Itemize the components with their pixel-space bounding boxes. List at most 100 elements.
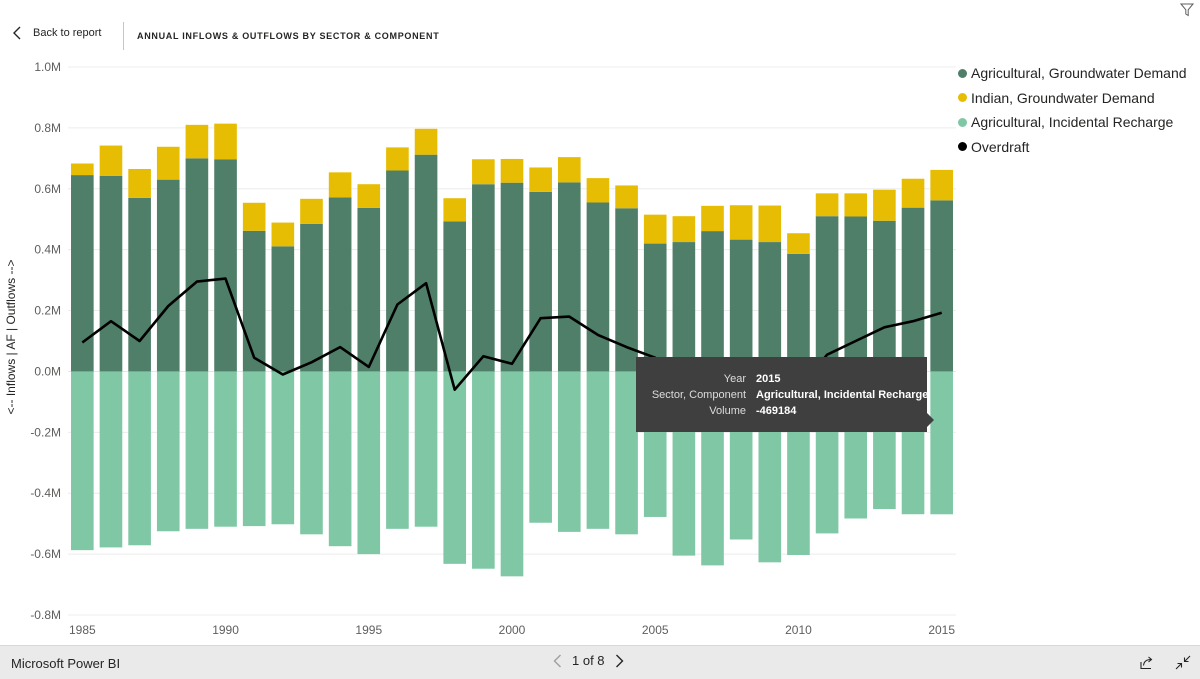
bar-ag-demand[interactable] — [758, 242, 782, 372]
bar-indian-demand[interactable] — [615, 185, 638, 209]
bar-ag-demand[interactable] — [71, 175, 94, 372]
bar-indian-demand[interactable] — [386, 147, 409, 171]
bar-ag-recharge[interactable] — [71, 371, 94, 551]
bar-indian-demand[interactable] — [729, 205, 753, 240]
bar-ag-recharge[interactable] — [214, 371, 237, 527]
bar-ag-recharge[interactable] — [128, 371, 151, 546]
bar-indian-demand[interactable] — [472, 159, 495, 185]
bar-indian-demand[interactable] — [500, 158, 524, 183]
bar-ag-recharge[interactable] — [414, 371, 438, 527]
bar-ag-recharge[interactable] — [271, 371, 295, 525]
bar-ag-recharge[interactable] — [615, 371, 638, 535]
bar-ag-recharge[interactable] — [930, 371, 953, 515]
bar-ag-demand[interactable] — [214, 159, 237, 372]
bar-indian-demand[interactable] — [557, 157, 581, 183]
bar-ag-recharge[interactable] — [328, 371, 352, 547]
bar-indian-demand[interactable] — [271, 222, 295, 247]
legend-item-ag-recharge[interactable]: Agricultural, Incidental Recharge — [958, 110, 1187, 135]
bar-ag-demand[interactable] — [500, 182, 524, 372]
bar-indian-demand[interactable] — [71, 163, 94, 176]
bar-ag-demand[interactable] — [357, 207, 381, 372]
bar-ag-recharge[interactable] — [443, 371, 467, 564]
bar-ag-recharge[interactable] — [99, 371, 123, 548]
bar-indian-demand[interactable] — [99, 145, 123, 176]
bar-indian-demand[interactable] — [156, 146, 180, 180]
y-tick-label: -0.4M — [30, 486, 61, 500]
legend-item-indian-demand[interactable]: Indian, Groundwater Demand — [958, 86, 1187, 111]
bar-ag-recharge[interactable] — [300, 371, 323, 535]
bar-indian-demand[interactable] — [414, 128, 438, 155]
bar-indian-demand[interactable] — [242, 202, 266, 231]
bar-indian-demand[interactable] — [586, 178, 610, 203]
bar-indian-demand[interactable] — [214, 123, 237, 160]
bar-indian-demand[interactable] — [128, 168, 151, 198]
legend-item-ag-demand[interactable]: Agricultural, Groundwater Demand — [958, 61, 1187, 86]
bar-ag-demand[interactable] — [930, 200, 953, 372]
bar-ag-demand[interactable] — [271, 246, 295, 372]
bar-indian-demand[interactable] — [758, 205, 782, 243]
legend-item-overdraft[interactable]: Overdraft — [958, 135, 1187, 160]
bar-ag-demand[interactable] — [99, 175, 123, 372]
bar-indian-demand[interactable] — [701, 205, 724, 232]
bar-ag-recharge[interactable] — [156, 371, 180, 532]
bar-ag-demand[interactable] — [128, 197, 151, 372]
bar-indian-demand[interactable] — [328, 172, 352, 198]
bar-indian-demand[interactable] — [873, 189, 896, 221]
x-tick-label: 2000 — [499, 623, 526, 637]
bar-ag-demand[interactable] — [300, 223, 323, 372]
legend-marker — [958, 142, 967, 152]
bar-ag-demand[interactable] — [529, 191, 552, 372]
tooltip-value: -469184 — [756, 405, 797, 417]
bottom-bar: Microsoft Power BI 1 of 8 — [0, 645, 1200, 679]
page-navigator: 1 of 8 — [553, 653, 624, 668]
bar-indian-demand[interactable] — [844, 193, 868, 217]
bar-ag-recharge[interactable] — [242, 371, 266, 527]
bar-ag-demand[interactable] — [873, 220, 896, 372]
bar-indian-demand[interactable] — [672, 216, 696, 243]
bar-indian-demand[interactable] — [529, 167, 552, 192]
filter-icon[interactable] — [1180, 3, 1194, 17]
bar-ag-demand[interactable] — [586, 202, 610, 372]
bar-indian-demand[interactable] — [357, 184, 381, 208]
bar-ag-demand[interactable] — [328, 197, 352, 372]
bar-ag-recharge[interactable] — [586, 371, 610, 529]
chevron-left-icon[interactable] — [553, 654, 562, 668]
bar-ag-demand[interactable] — [901, 207, 925, 372]
bar-ag-demand[interactable] — [185, 158, 209, 372]
bar-indian-demand[interactable] — [787, 233, 810, 254]
chevron-right-icon[interactable] — [615, 654, 624, 668]
bar-ag-demand[interactable] — [156, 179, 180, 372]
x-tick-label: 2005 — [642, 623, 669, 637]
bar-ag-recharge[interactable] — [386, 371, 409, 529]
bar-ag-recharge[interactable] — [357, 371, 381, 555]
bar-indian-demand[interactable] — [901, 178, 925, 208]
back-to-report-button[interactable]: Back to report — [12, 26, 101, 40]
bar-ag-demand[interactable] — [557, 182, 581, 372]
bar-indian-demand[interactable] — [443, 198, 467, 222]
exit-fullscreen-icon[interactable] — [1175, 655, 1191, 670]
bar-indian-demand[interactable] — [643, 214, 667, 244]
share-icon[interactable] — [1138, 655, 1154, 670]
bar-ag-recharge[interactable] — [472, 371, 495, 569]
bar-ag-demand[interactable] — [701, 231, 724, 372]
bar-ag-demand[interactable] — [386, 170, 409, 372]
bar-ag-demand[interactable] — [242, 230, 266, 372]
bar-indian-demand[interactable] — [185, 124, 209, 159]
bar-ag-demand[interactable] — [787, 253, 810, 372]
bar-indian-demand[interactable] — [815, 193, 839, 217]
bar-ag-demand[interactable] — [443, 221, 467, 372]
bar-ag-recharge[interactable] — [500, 371, 524, 577]
bar-ag-recharge[interactable] — [529, 371, 552, 523]
bar-ag-demand[interactable] — [472, 184, 495, 372]
bar-ag-recharge[interactable] — [185, 371, 209, 529]
bar-ag-demand[interactable] — [414, 154, 438, 372]
bar-ag-demand[interactable] — [643, 243, 667, 372]
bar-ag-demand[interactable] — [844, 216, 868, 372]
bar-ag-demand[interactable] — [815, 216, 839, 372]
bar-ag-demand[interactable] — [729, 239, 753, 372]
bar-ag-demand[interactable] — [672, 242, 696, 372]
bar-ag-demand[interactable] — [615, 208, 638, 372]
bar-indian-demand[interactable] — [930, 169, 953, 201]
bar-ag-recharge[interactable] — [557, 371, 581, 532]
bar-indian-demand[interactable] — [300, 198, 323, 224]
